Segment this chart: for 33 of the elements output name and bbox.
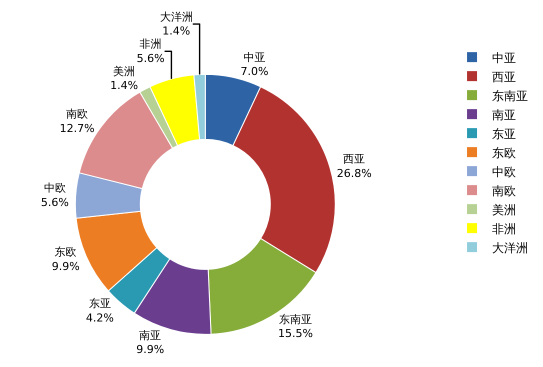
slice-label: 中欧 — [44, 182, 66, 195]
legend-label: 大洋洲 — [492, 240, 528, 255]
legend-label: 非洲 — [492, 222, 516, 236]
slice-label: 南亚 — [139, 328, 162, 342]
slice-label: 非洲 — [140, 38, 162, 51]
data-label: 5.6% — [136, 52, 165, 65]
slice-label: 南欧 — [66, 108, 88, 121]
data-label: 9.9% — [136, 343, 164, 356]
data-label: 4.2% — [86, 311, 114, 324]
slice-label: 东欧 — [54, 246, 77, 259]
legend-label: 东欧 — [492, 146, 516, 160]
data-label: 7.0% — [240, 65, 268, 78]
legend-label: 东南亚 — [492, 88, 528, 103]
data-label: 26.8% — [336, 166, 372, 180]
slice-label: 西亚 — [343, 152, 366, 166]
slice-label: 中亚 — [243, 50, 266, 64]
slice-label: 大洋洲 — [160, 10, 193, 24]
legend-label: 西亚 — [492, 70, 516, 84]
data-label: 9.9% — [52, 260, 80, 273]
data-label: 12.7% — [60, 122, 95, 136]
slice-label: 东南亚 — [278, 312, 312, 326]
legend-label: 中亚 — [492, 50, 516, 65]
data-label: 1.4% — [110, 79, 138, 92]
data-label: 5.6% — [40, 196, 69, 209]
legend-label: 中欧 — [492, 164, 516, 179]
data-label: 15.5% — [278, 327, 313, 340]
legend-label: 东亚 — [492, 126, 516, 141]
legend-label: 南欧 — [492, 184, 516, 198]
legend-label: 美洲 — [492, 202, 516, 217]
slice-label: 东亚 — [88, 297, 111, 310]
legend-label: 南亚 — [492, 108, 516, 122]
slice-label: 美洲 — [113, 64, 136, 78]
data-label: 1.4% — [162, 24, 190, 38]
